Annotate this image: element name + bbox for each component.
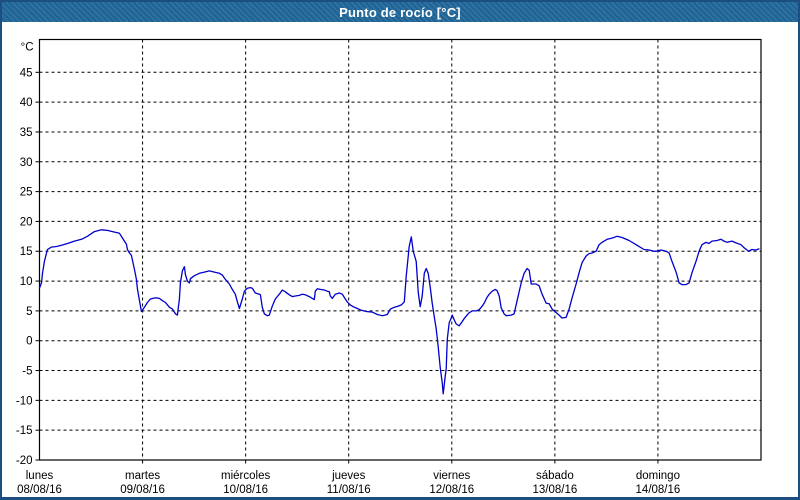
day-date-label: 14/08/16 <box>636 484 681 496</box>
y-tick-label: 5 <box>26 306 32 318</box>
day-name-label: sábado <box>536 470 574 482</box>
day-date-label: 13/08/16 <box>532 484 577 496</box>
day-date-label: 11/08/16 <box>327 484 371 496</box>
day-date-label: 12/08/16 <box>429 484 474 496</box>
day-name-label: jueves <box>331 470 365 482</box>
y-tick-label: 30 <box>20 157 33 169</box>
day-name-label: miércoles <box>221 470 270 482</box>
y-tick-label: 25 <box>20 187 33 199</box>
title-bar-texture <box>2 2 798 22</box>
day-name-label: viernes <box>433 470 470 482</box>
chart-title-bar: Punto de rocío [°C] <box>2 2 798 22</box>
y-tick-label: -10 <box>16 395 33 407</box>
y-axis-unit-label: °C <box>21 42 34 54</box>
y-tick-label: -15 <box>16 425 33 437</box>
y-tick-label: 20 <box>20 216 33 228</box>
day-name-label: martes <box>125 470 160 482</box>
day-name-label: lunes <box>26 470 54 482</box>
day-date-label: 10/08/16 <box>223 484 268 496</box>
day-name-label: domingo <box>636 470 680 482</box>
chart-title: Punto de rocío [°C] <box>339 4 461 20</box>
dew-point-series-line <box>38 229 760 395</box>
y-tick-label: -20 <box>16 455 33 467</box>
y-tick-label: 0 <box>26 336 32 348</box>
y-tick-label: 40 <box>20 97 33 109</box>
day-date-label: 08/08/16 <box>17 484 62 496</box>
y-tick-label: 45 <box>20 67 33 79</box>
y-tick-label: -5 <box>22 366 32 378</box>
plot-border <box>38 38 762 461</box>
y-tick-label: 15 <box>20 246 33 258</box>
plot-area <box>39 39 761 460</box>
y-tick-label: 35 <box>20 127 33 139</box>
y-tick-label: 10 <box>20 276 33 288</box>
day-date-label: 09/08/16 <box>120 484 165 496</box>
